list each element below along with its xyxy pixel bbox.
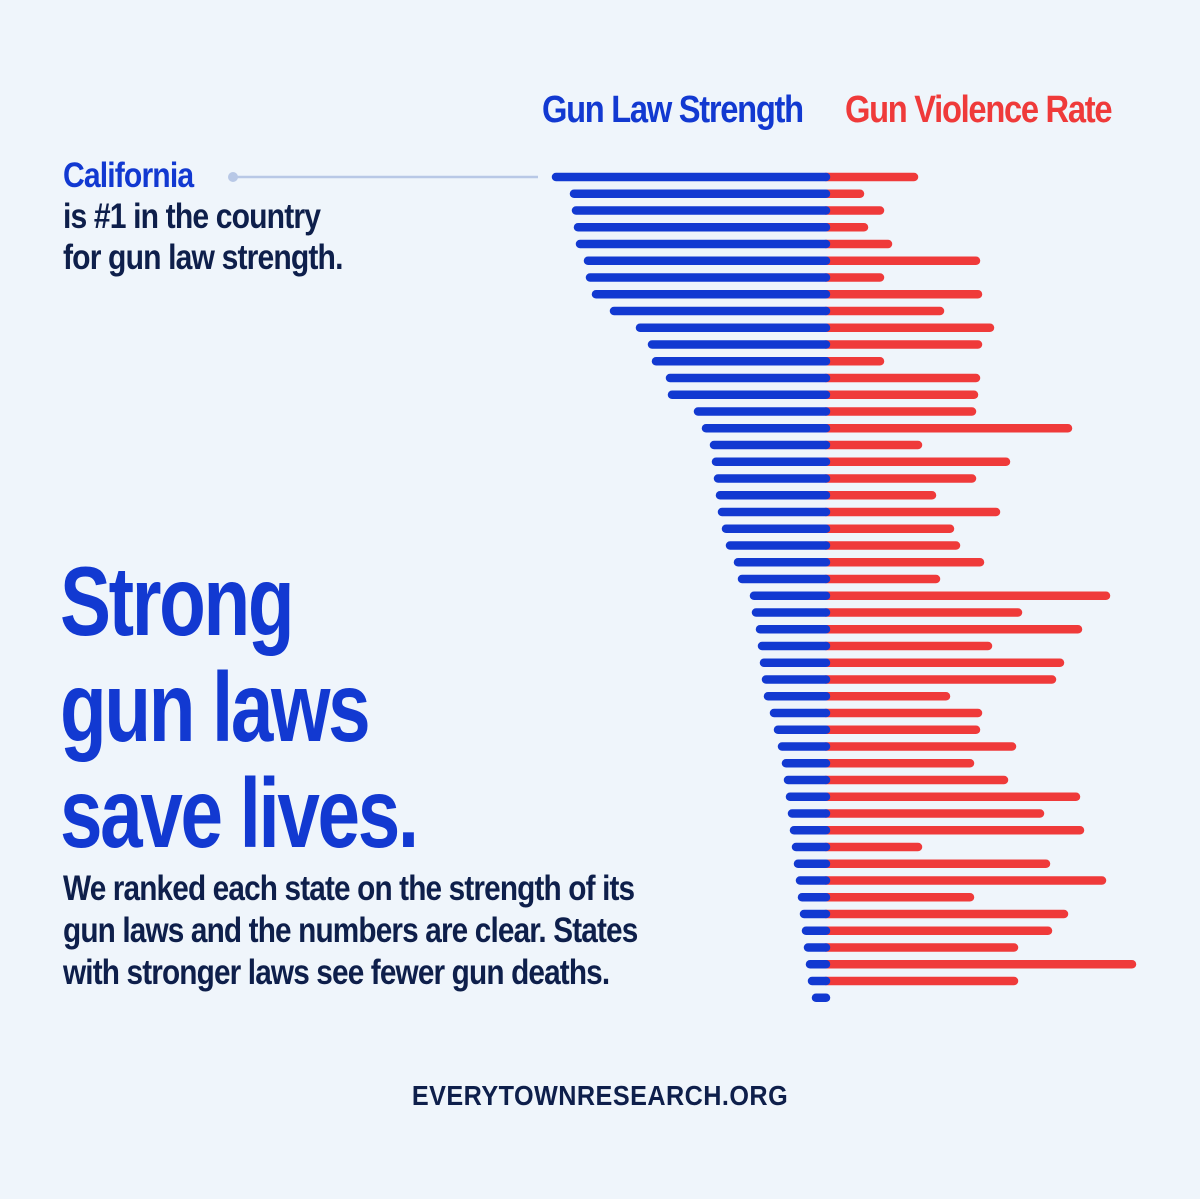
callout-line-1: is #1 in the country [63, 197, 321, 236]
body-text: We ranked each state on the strength of … [63, 868, 709, 994]
headline-line-3: save lives. [60, 758, 419, 868]
headline-line-2: gun laws [60, 652, 371, 762]
callout-state: California [63, 156, 194, 195]
legend-gun-violence-rate: Gun Violence Rate [845, 89, 1113, 131]
california-callout: California is #1 in the country for gun … [63, 155, 343, 278]
legend-gun-law-strength: Gun Law Strength [542, 89, 804, 131]
headline: Strong gun laws save lives. [60, 548, 419, 866]
body-line-2: gun laws and the numbers are clear. Stat… [63, 911, 638, 950]
body-line-1: We ranked each state on the strength of … [63, 869, 635, 908]
body-line-3: with stronger laws see fewer gun deaths. [63, 953, 610, 992]
footer-url[interactable]: EVERYTOWNRESEARCH.ORG [411, 1080, 789, 1111]
headline-line-1: Strong [60, 546, 295, 656]
callout-line-2: for gun law strength. [63, 238, 343, 277]
